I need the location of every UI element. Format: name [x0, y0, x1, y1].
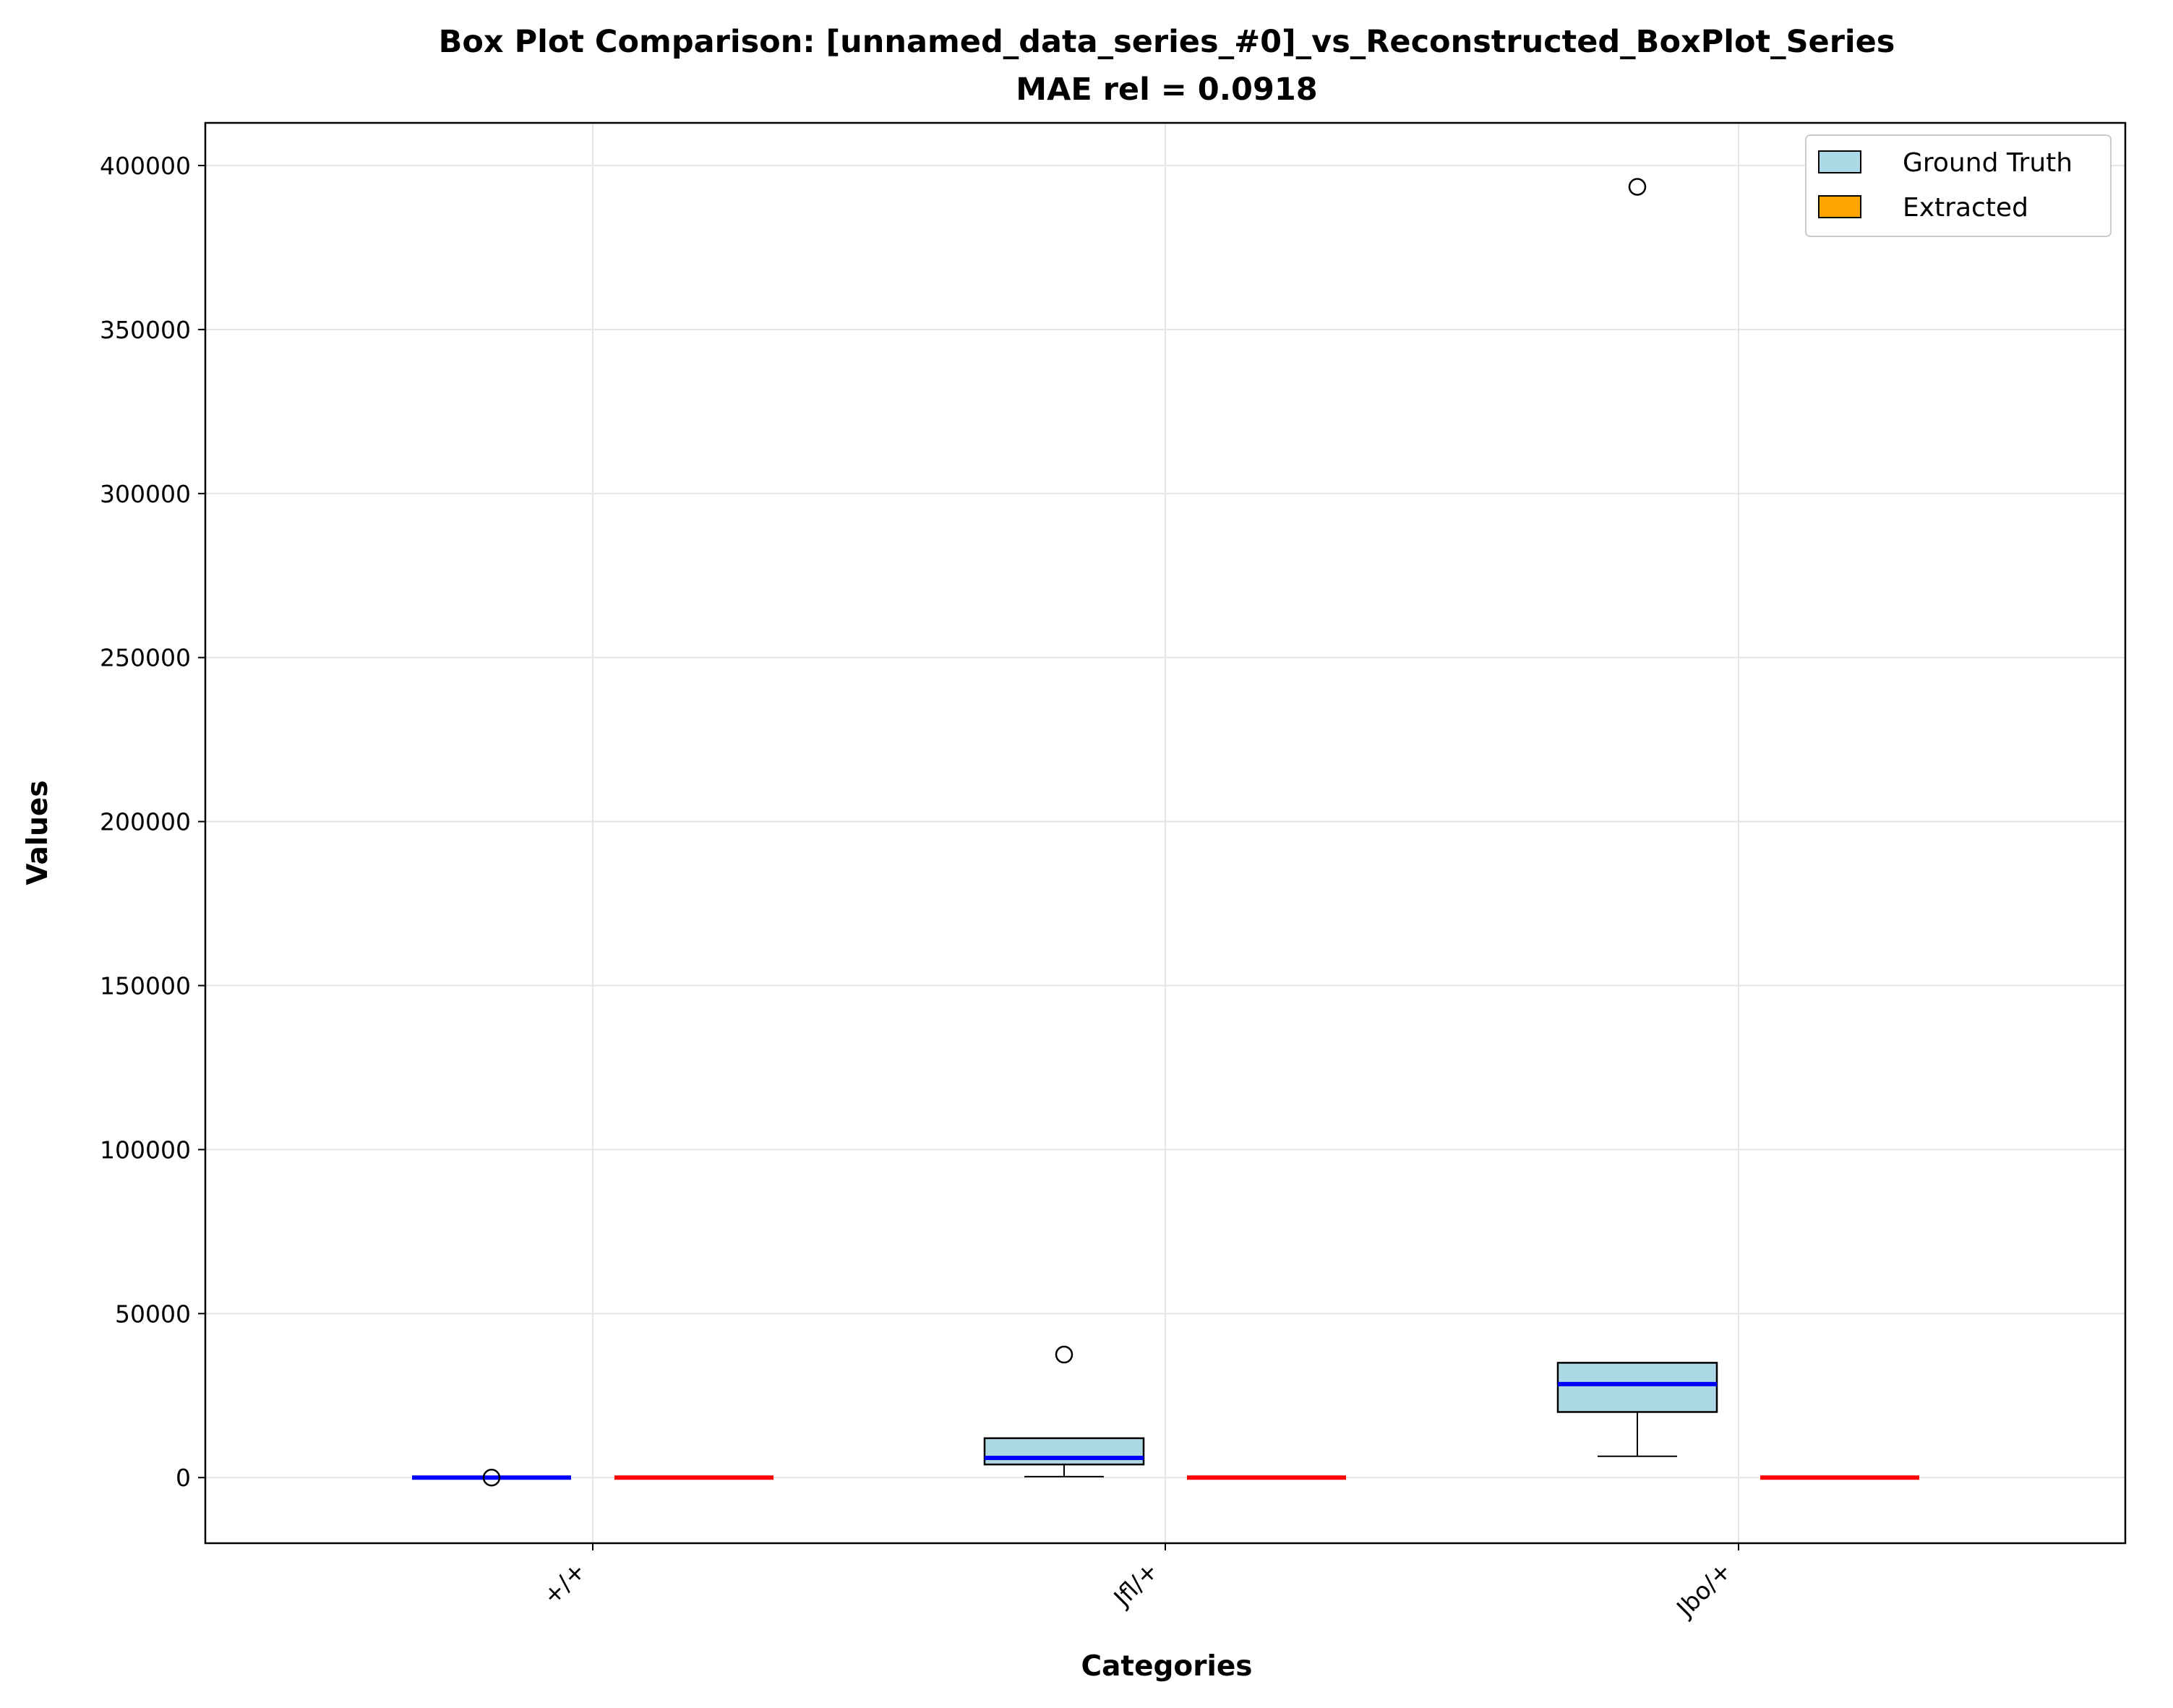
legend-frame: [1805, 134, 2112, 237]
outlier-point: [1628, 178, 1647, 196]
box-body: [1556, 1362, 1718, 1413]
box-ground-truth: [412, 1468, 571, 1487]
chart-subtitle: MAE rel = 0.0918: [1016, 72, 1317, 108]
outlier-point: [1055, 1345, 1073, 1364]
plot-area: [412, 178, 1919, 1487]
legend: Ground Truth Extracted: [1805, 134, 2112, 237]
box-ground-truth: [983, 1345, 1145, 1477]
legend-swatch-ground-truth: [1818, 150, 1861, 173]
legend-swatch-extracted: [1818, 195, 1861, 218]
box-body: [983, 1437, 1145, 1466]
y-tick-label: 150000: [100, 972, 191, 1000]
y-tick-label: 200000: [100, 808, 191, 836]
x-axis-label: Categories: [1081, 1650, 1252, 1683]
y-tick-label: 250000: [100, 644, 191, 672]
box-ground-truth: [1556, 178, 1718, 1457]
outlier-point: [482, 1468, 501, 1487]
y-tick-label: 50000: [115, 1300, 191, 1328]
y-axis-label: Values: [22, 780, 54, 885]
legend-label-extracted: Extracted: [1903, 193, 2028, 223]
y-tick-label: 0: [176, 1464, 191, 1492]
y-tick-label: 100000: [100, 1136, 191, 1164]
chart-title: Box Plot Comparison: [unnamed_data_serie…: [439, 24, 1895, 60]
y-tick-label: 300000: [100, 480, 191, 508]
plot-frame: [204, 121, 2127, 1545]
legend-label-ground-truth: Ground Truth: [1903, 148, 2073, 178]
y-tick-label: 400000: [100, 152, 191, 180]
grid: [205, 123, 2125, 1543]
y-tick-label: 350000: [100, 316, 191, 344]
